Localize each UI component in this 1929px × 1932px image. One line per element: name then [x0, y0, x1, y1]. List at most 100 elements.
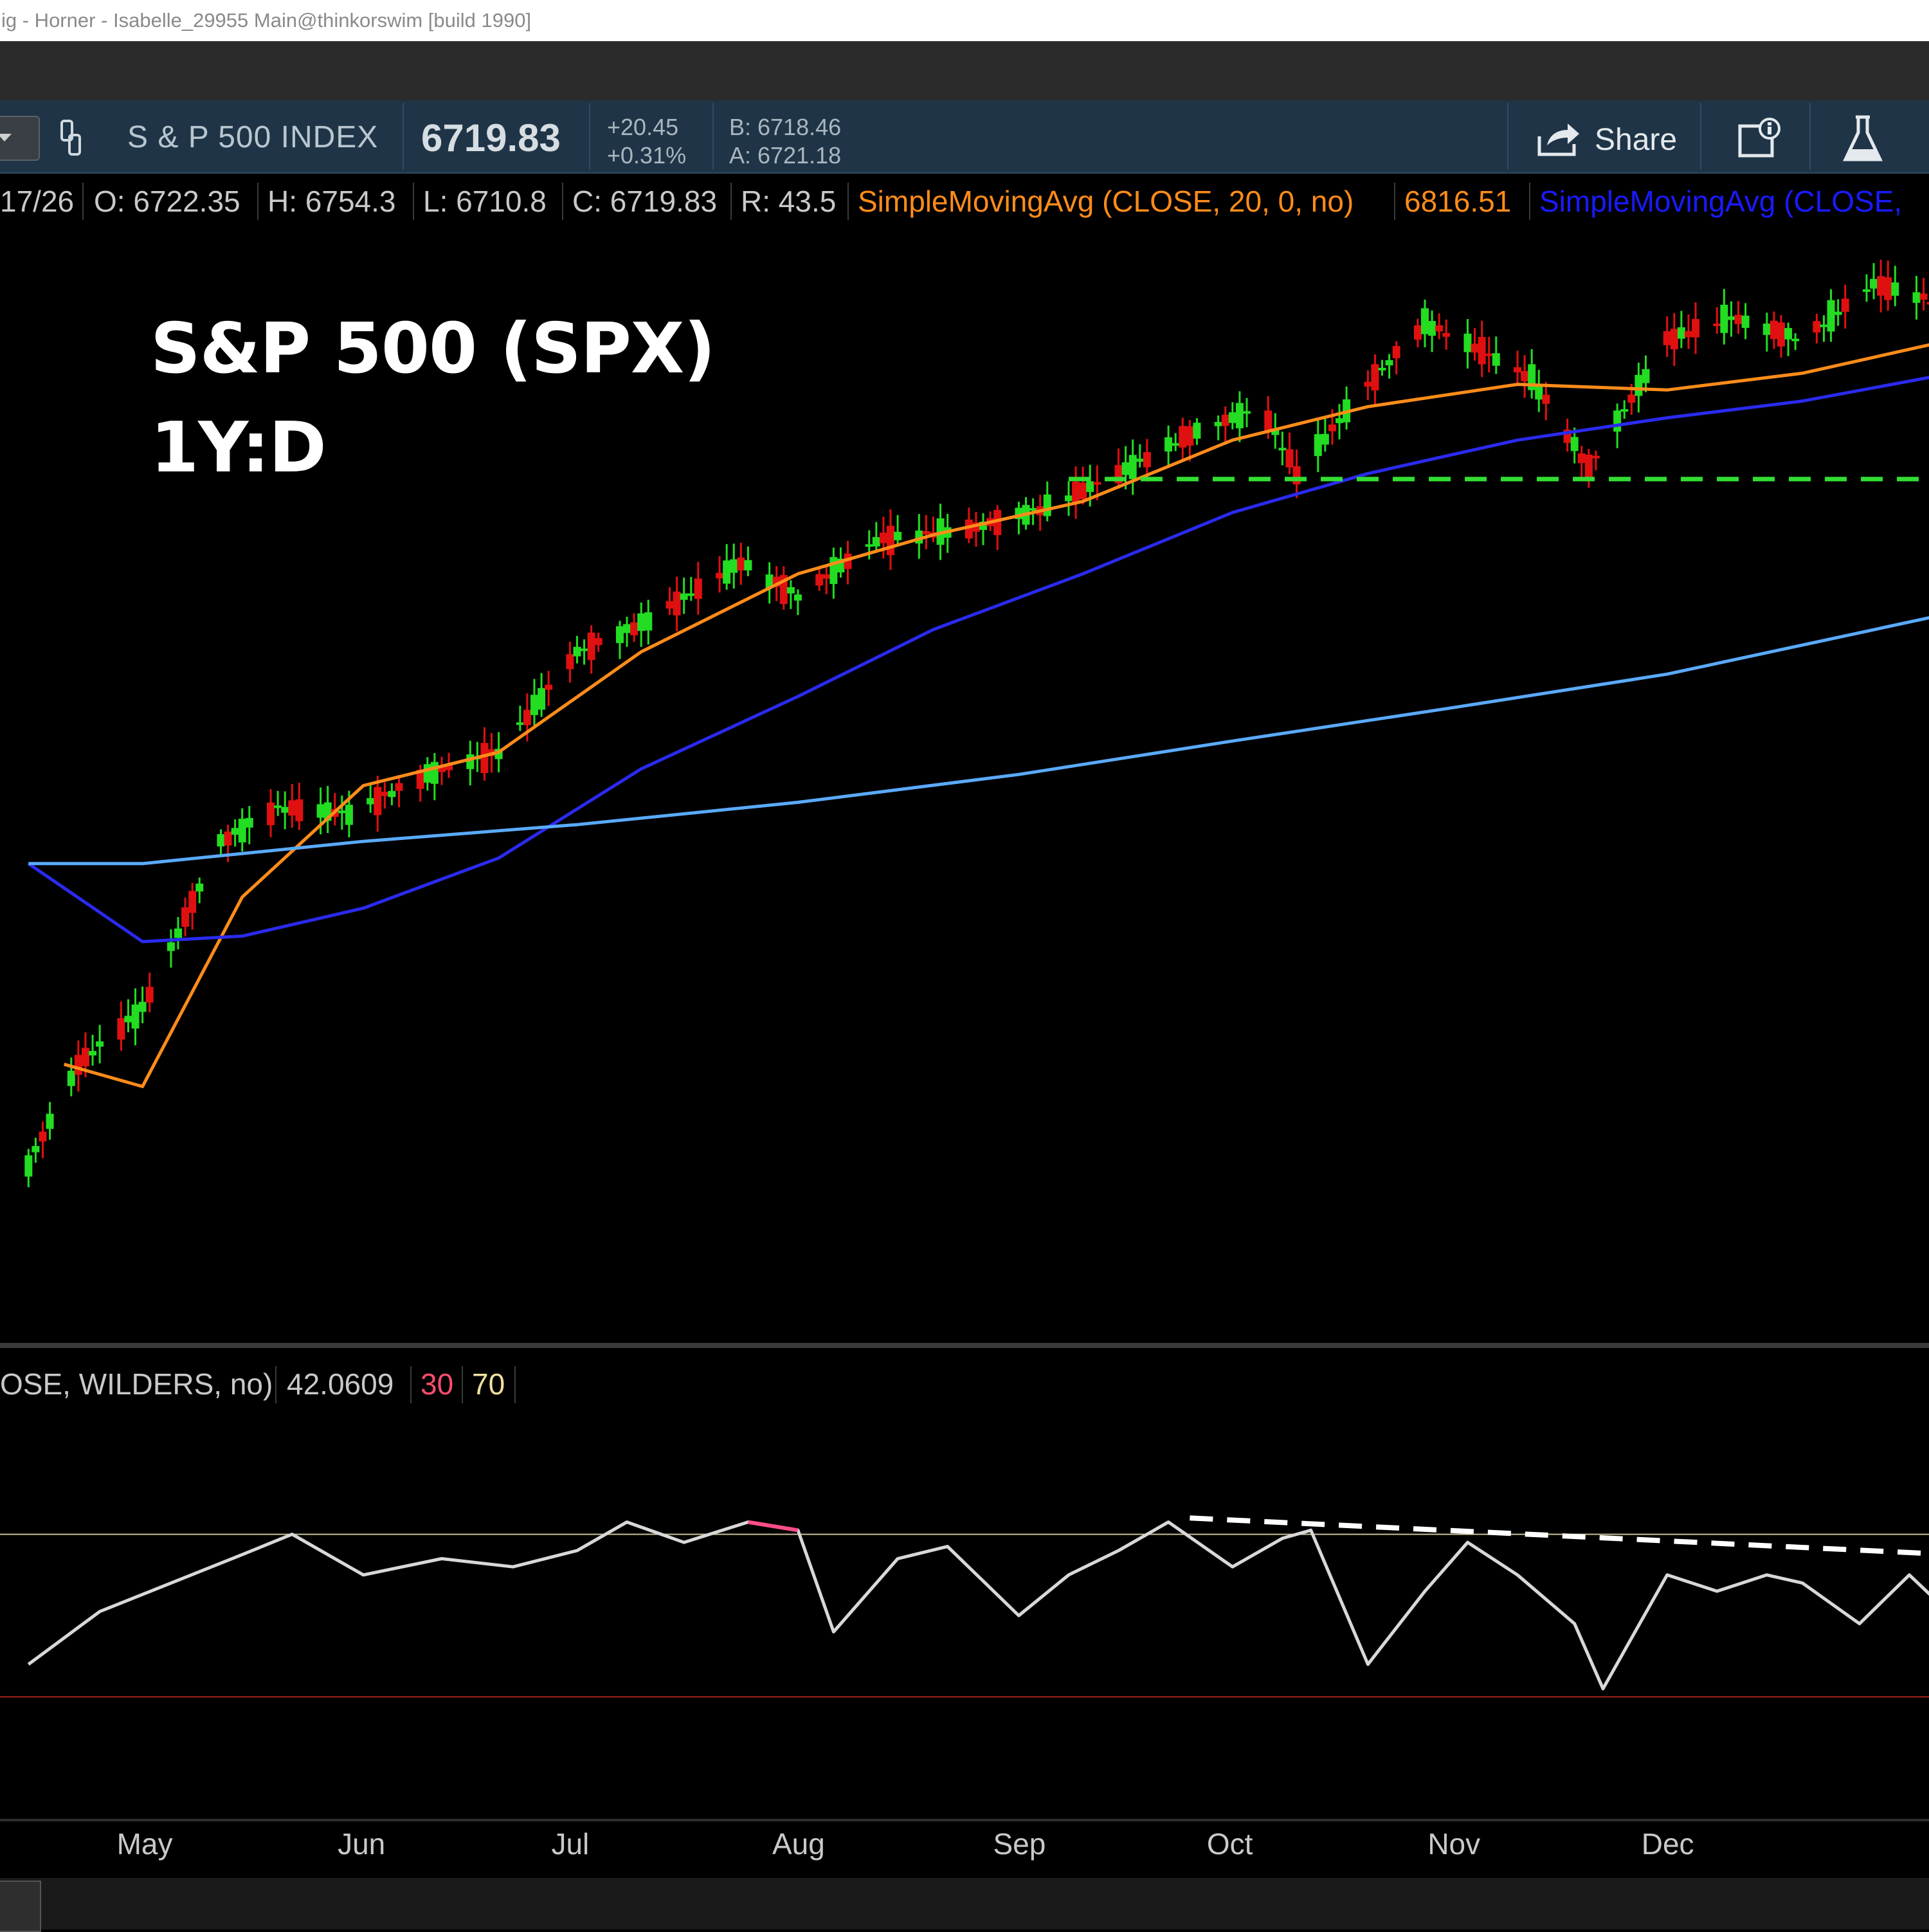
- pane-divider[interactable]: [0, 1343, 1929, 1348]
- candle-body: [1065, 495, 1073, 502]
- candle-body: [89, 1051, 97, 1056]
- toolbar-divider: [1507, 103, 1508, 170]
- candle-body: [1378, 367, 1386, 370]
- symbol-name[interactable]: S & P 500 INDEX: [127, 120, 379, 154]
- candle-body: [1919, 293, 1928, 300]
- candle-body: [1591, 455, 1600, 459]
- rsi-trendline: [1190, 1515, 1929, 1556]
- candle-body: [316, 804, 325, 818]
- link-icon[interactable]: [57, 117, 89, 159]
- candle-body: [644, 612, 653, 631]
- candle-body: [1485, 353, 1493, 356]
- candle-body: [793, 594, 802, 601]
- candle-body: [786, 587, 795, 594]
- bottom-tab[interactable]: [0, 1881, 41, 1932]
- candle-body: [573, 646, 581, 657]
- last-price: 6719.83: [421, 116, 561, 159]
- candle-body: [81, 1048, 89, 1066]
- candle-body: [1613, 410, 1622, 432]
- candle-body: [1820, 324, 1828, 327]
- candle-body: [879, 533, 887, 543]
- candle-body: [1762, 324, 1771, 335]
- candle-body: [1663, 331, 1671, 345]
- candle-body: [737, 557, 745, 571]
- sma-next-label: SimpleMovingAvg (CLOSE,: [1539, 185, 1903, 218]
- candle-body: [1577, 453, 1586, 463]
- candle-body: [516, 722, 524, 725]
- price-change: +20.45 +0.31%: [607, 113, 686, 170]
- candle-body: [46, 1113, 54, 1129]
- month-label: Nov: [1427, 1827, 1481, 1861]
- candle-body: [1079, 482, 1087, 500]
- candle-body: [131, 1004, 140, 1029]
- info-divider: [847, 183, 849, 220]
- candle-body: [188, 891, 197, 913]
- toolbar-divider: [712, 103, 714, 170]
- symbol-selector-dropdown[interactable]: [0, 116, 40, 161]
- candle-body: [1328, 424, 1336, 432]
- candle-body: [445, 765, 453, 770]
- candle-body: [1179, 426, 1187, 448]
- candle-body: [367, 797, 375, 805]
- candle-body: [744, 560, 752, 570]
- info-divider: [462, 1366, 463, 1403]
- candle-body: [1813, 321, 1821, 333]
- candle-body: [538, 688, 546, 710]
- candle-body: [730, 559, 738, 573]
- candle-body: [1584, 454, 1593, 479]
- candle-body: [1692, 319, 1700, 338]
- rsi-oversold-level: 30: [421, 1367, 454, 1401]
- candle-body: [1841, 298, 1849, 312]
- candle-body: [1492, 353, 1500, 366]
- candle-body: [1521, 370, 1529, 381]
- bar-close: C: 6719.83: [572, 185, 718, 218]
- bar-date: 17/26: [0, 185, 75, 218]
- candle-body: [1235, 403, 1244, 428]
- candle-body: [174, 928, 182, 938]
- candle-body: [437, 767, 446, 772]
- bar-high: H: 6754.3: [267, 185, 396, 218]
- percent-change: +0.31%: [607, 142, 687, 169]
- chart-timeframe: 1Y:D: [150, 408, 327, 488]
- candle-body: [1884, 277, 1892, 300]
- ask-price: A: 6721.18: [729, 142, 842, 169]
- bottom-strip: [0, 1878, 1929, 1929]
- rsi-study-label: OSE, WILDERS, no): [0, 1367, 273, 1401]
- candle-body: [1121, 462, 1130, 475]
- candle-body: [1684, 331, 1692, 338]
- candle-body: [1136, 459, 1144, 462]
- candle-body: [381, 792, 389, 796]
- info-icon[interactable]: [1737, 116, 1784, 161]
- candle-body: [388, 790, 396, 797]
- candle-body: [1442, 333, 1451, 337]
- candle-body: [288, 800, 296, 816]
- toolbar-divider: [403, 103, 404, 170]
- month-label: Aug: [772, 1827, 825, 1861]
- candle-body: [630, 622, 638, 635]
- month-label: Jul: [551, 1827, 590, 1861]
- candle-body: [922, 531, 930, 534]
- sma20-line: [64, 343, 1929, 1088]
- flask-icon[interactable]: [1840, 113, 1885, 165]
- candle-body: [1791, 338, 1800, 342]
- candle-body: [1862, 289, 1870, 292]
- candle-body: [1478, 336, 1486, 365]
- info-divider: [562, 183, 563, 220]
- rsi-overbought-segment: [747, 1520, 799, 1533]
- candle-body: [1385, 360, 1393, 366]
- candle-body: [1214, 422, 1222, 426]
- candle-body: [1926, 302, 1929, 305]
- candle-body: [416, 770, 424, 789]
- candle-body: [1128, 455, 1137, 480]
- share-label: Share: [1595, 123, 1678, 157]
- candle-body: [1834, 311, 1842, 315]
- candle-body: [545, 684, 553, 690]
- toolbar-divider: [1700, 103, 1701, 170]
- dropdown-arrow-icon: [0, 134, 12, 141]
- candle-body: [1172, 443, 1180, 446]
- candle-body: [1570, 437, 1579, 451]
- candle-body: [1029, 507, 1037, 511]
- candle-body: [74, 1055, 82, 1075]
- link-icon-graphic: [60, 120, 81, 156]
